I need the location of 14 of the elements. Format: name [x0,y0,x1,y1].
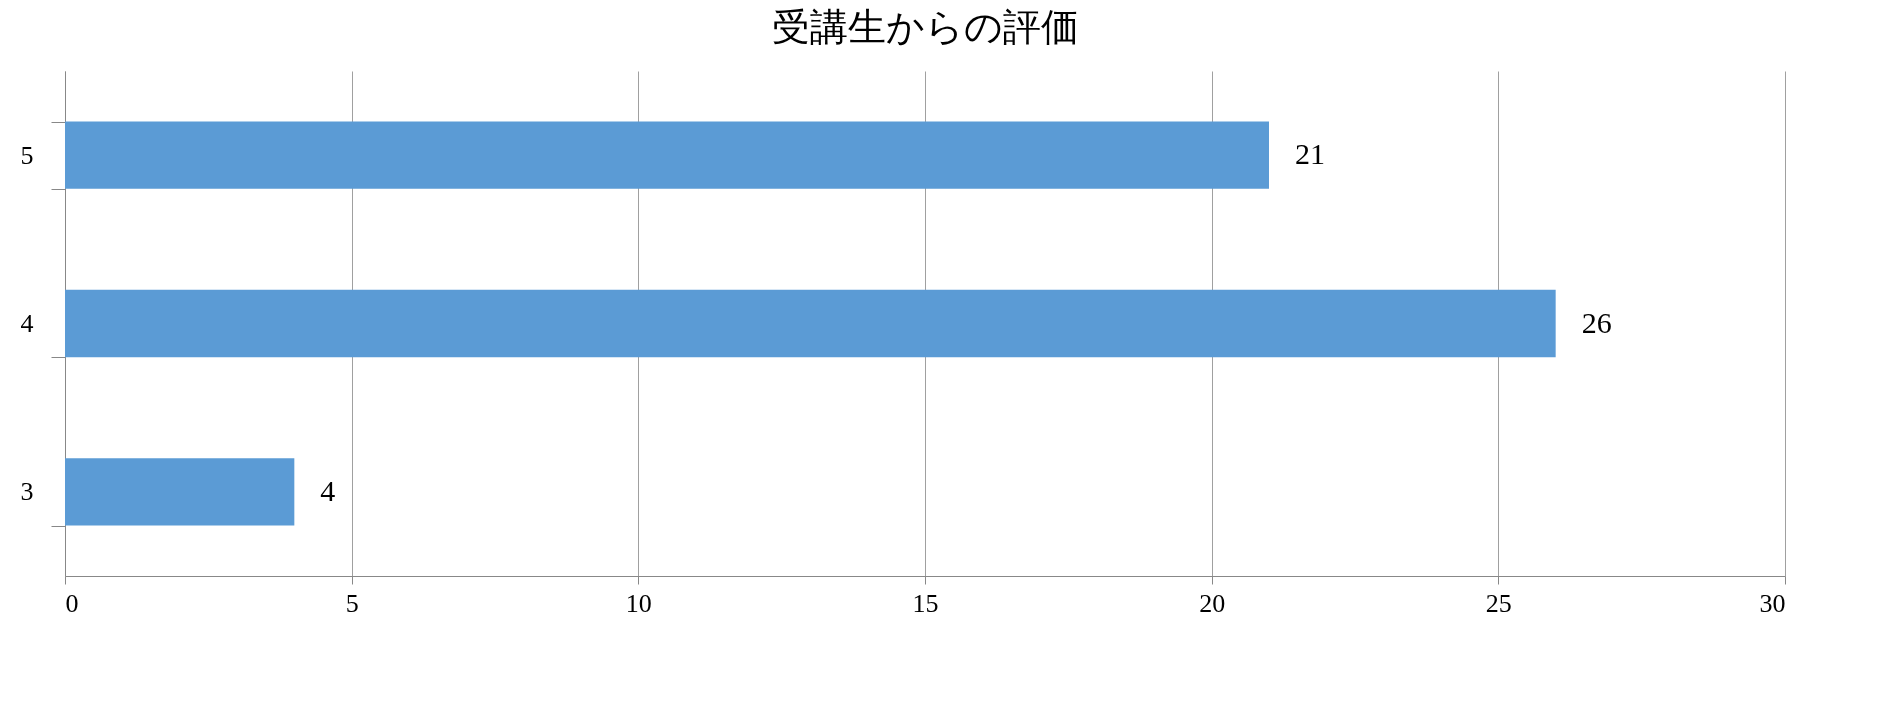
data-label: 4 [320,473,336,507]
x-tick-label: 15 [912,588,939,618]
data-label: 21 [1295,137,1325,171]
x-tick-label: 30 [1759,588,1786,618]
data-label: 26 [1581,305,1612,339]
x-tick-label: 25 [1485,588,1512,618]
chart-title: 受講生からの評価 [771,6,1079,48]
x-tick-label: 0 [65,588,79,618]
y-tick-label: 5 [20,140,34,170]
x-tick-label: 20 [1199,588,1226,618]
y-tick-label: 3 [20,477,34,507]
y-tick-label: 4 [20,309,34,338]
x-tick-label: 10 [625,588,652,618]
x-tick-label: 5 [345,588,359,618]
